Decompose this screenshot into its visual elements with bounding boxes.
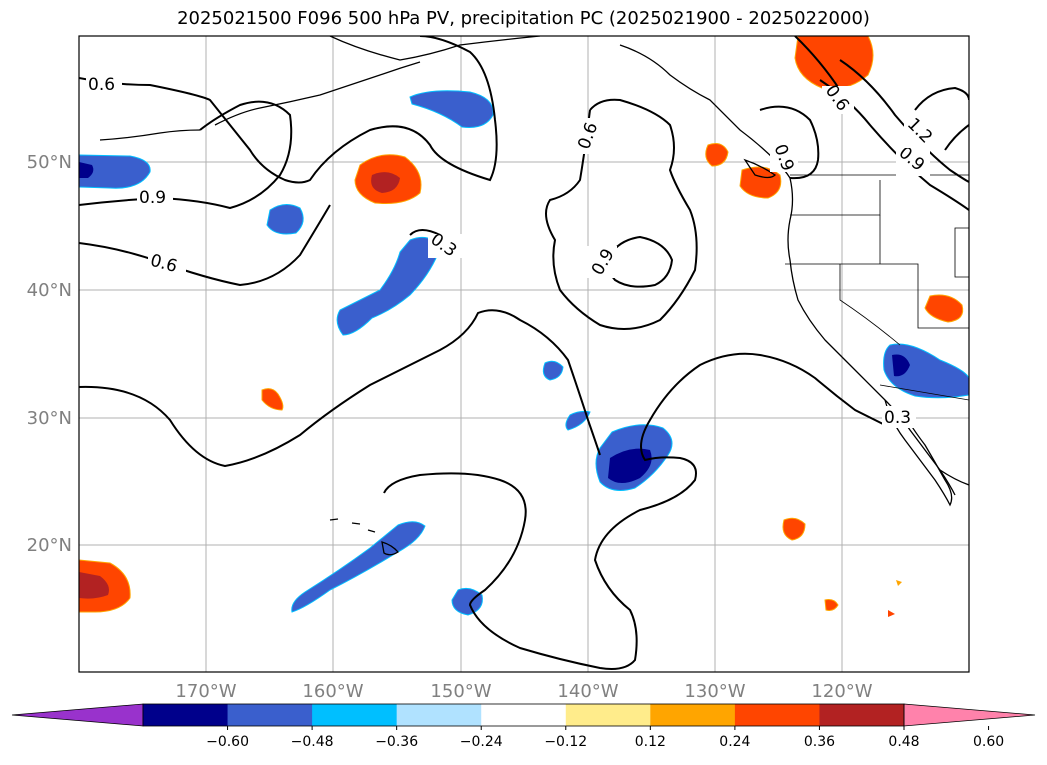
- contour-0.3-south: [383, 352, 886, 670]
- colorbar-tick-label: −0.24: [460, 734, 503, 750]
- precip-blob-pos: [782, 517, 806, 541]
- colorbar-cell: [396, 704, 482, 726]
- border-us-mexico: [879, 384, 969, 401]
- lon-label-160w: 160°W: [302, 681, 363, 702]
- precip-blob-neg: [291, 521, 426, 613]
- map-frame: [78, 35, 970, 673]
- contour-label: 0.6: [88, 75, 115, 95]
- lat-label-20n: 20°N: [27, 535, 72, 556]
- contour-0.6-west: [79, 204, 331, 287]
- border-ca-nv: [839, 264, 901, 346]
- coastline-baja: [884, 399, 953, 507]
- latitude-labels: 50°N 40°N 30°N 20°N: [27, 152, 72, 556]
- map-plot-area: 0.6 0.9 0.6 0.3 0.6 0.9 0.6 0.9 1.2 0.9 …: [79, 36, 969, 672]
- precip-blob-pos: [824, 599, 839, 611]
- colorbar-cell: [650, 704, 736, 726]
- precip-blob-neg: [266, 204, 304, 235]
- contour-1.2-northeast: [914, 86, 969, 151]
- contour-0.6-pnw: [759, 105, 820, 180]
- colorbar-ticks: −0.60 −0.48 −0.36 −0.24 −0.12 0.12 0.24 0.36 0.4…: [206, 726, 1004, 750]
- precip-blob-pos: [705, 143, 729, 167]
- colorbar-tick-label: 0.36: [804, 734, 835, 750]
- coastline-aleutians: [214, 61, 421, 126]
- coastline-vancouver-island: [743, 158, 777, 179]
- precip-blob-neg: [79, 154, 151, 189]
- coastline-us-west: [787, 177, 956, 496]
- colorbar-tick-label: −0.36: [375, 734, 418, 750]
- precip-blob-pos: [896, 580, 902, 586]
- precip-blob-neg-core: [79, 162, 94, 178]
- precip-blob-pos-core: [371, 172, 400, 193]
- colorbar-arrow-low: [11, 703, 144, 727]
- contour-label: 0.9: [139, 188, 166, 208]
- lon-label-130w: 130°W: [684, 681, 745, 702]
- borders: [785, 174, 969, 401]
- lat-label-30n: 30°N: [27, 408, 72, 429]
- map-title: 2025021500 F096 500 hPa PV, precipitatio…: [177, 8, 870, 29]
- precip-blob-pos: [261, 388, 284, 411]
- colorbar-cell: [819, 704, 905, 726]
- contour-0.6-central: [545, 98, 698, 330]
- precip-blob-neg-core: [892, 354, 910, 377]
- colorbar-tick-label: −0.12: [544, 734, 587, 750]
- precip-blob-pos: [924, 294, 964, 323]
- contour-0.9-central: [606, 235, 674, 288]
- colorbar-cell: [312, 704, 398, 726]
- lon-label-140w: 140°W: [557, 681, 618, 702]
- colorbar-cell: [565, 704, 651, 726]
- colorbar-frame: [142, 703, 905, 727]
- lon-label-120w: 120°W: [811, 681, 872, 702]
- lat-label-40n: 40°N: [27, 280, 72, 301]
- colorbar-arrow-high: [903, 703, 1036, 727]
- lon-label-170w: 170°W: [175, 681, 236, 702]
- coastlines: [99, 36, 969, 556]
- colorbar-cell: [734, 704, 820, 726]
- contour-0.6-north: [79, 36, 498, 184]
- colorbar-cells: [11, 703, 1036, 727]
- contour-0.6-top: [794, 36, 841, 91]
- map-background: [79, 36, 969, 672]
- coastline-mexico: [939, 469, 969, 486]
- colorbar-tick-label: 0.60: [973, 734, 1004, 750]
- contour-0.3-central: [79, 309, 601, 468]
- precip-blob-neg: [409, 90, 494, 128]
- precip-anomalies: [79, 36, 969, 617]
- precip-blob-pos: [888, 610, 895, 617]
- coastline-hawaii: [329, 518, 399, 556]
- gridlines: [79, 36, 969, 672]
- colorbar: −0.60 −0.48 −0.36 −0.24 −0.12 0.12 0.24 0.36 0.4…: [11, 703, 1036, 750]
- lat-label-50n: 50°N: [27, 152, 72, 173]
- colorbar-tick-label: −0.48: [291, 734, 334, 750]
- colorbar-tick-label: 0.12: [635, 734, 666, 750]
- colorbar-cell: [227, 704, 313, 726]
- contour-labels: 0.6 0.9 0.6 0.3 0.6 0.9 0.6 0.9 1.2 0.9 …: [86, 72, 938, 428]
- longitude-labels: 170°W 160°W 150°W 140°W 130°W 120°W: [175, 681, 872, 702]
- colorbar-tick-label: 0.48: [888, 734, 919, 750]
- precip-blob-neg-core: [608, 448, 652, 483]
- colorbar-cell: [481, 704, 567, 726]
- precip-blob-neg: [542, 360, 564, 381]
- precip-blob-pos: [739, 166, 782, 199]
- coastline-aleutians-west: [99, 129, 201, 141]
- lon-label-150w: 150°W: [430, 681, 491, 702]
- contour-label: 0.3: [884, 408, 911, 428]
- border-interior: [954, 227, 969, 278]
- colorbar-cell: [143, 704, 229, 726]
- colorbar-tick-label: −0.60: [206, 734, 249, 750]
- precip-blob-pos-core: [79, 572, 109, 599]
- coastline-alaska: [329, 36, 541, 61]
- border-or-ca-nv: [785, 263, 969, 329]
- colorbar-tick-label: 0.24: [719, 734, 750, 750]
- precip-blob-neg: [451, 587, 483, 616]
- precip-blob-neg: [565, 410, 591, 431]
